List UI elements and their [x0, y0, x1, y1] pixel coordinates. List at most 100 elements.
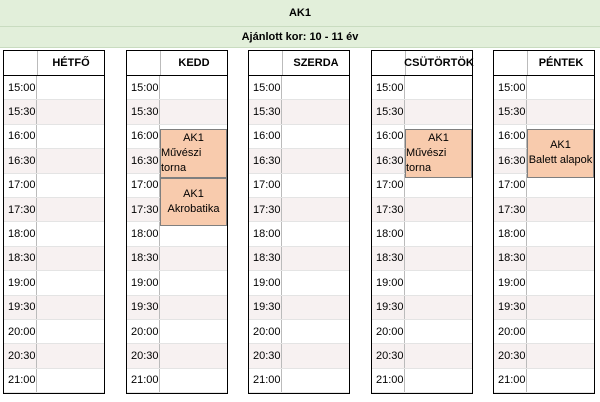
- time-row: 15:00: [249, 76, 349, 101]
- time-label: 20:00: [4, 320, 37, 344]
- time-row: 15:30: [372, 100, 472, 125]
- time-row: 19:30: [249, 295, 349, 320]
- time-label: 18:00: [494, 222, 527, 246]
- day-header: KEDD: [127, 51, 227, 76]
- time-row: 18:00: [4, 222, 104, 247]
- time-row: 19:30: [4, 295, 104, 320]
- day-name: PÉNTEK: [527, 51, 594, 75]
- time-row: 16:00: [4, 124, 104, 150]
- time-row: 19:00: [494, 271, 594, 296]
- day-name: HÉTFŐ: [37, 51, 104, 75]
- time-label: 20:30: [127, 344, 160, 368]
- time-label: 19:30: [249, 295, 282, 319]
- time-row: 18:00: [494, 222, 594, 247]
- time-label: 19:00: [249, 271, 282, 295]
- time-row: 15:30: [4, 100, 104, 125]
- time-label: 16:00: [4, 124, 37, 149]
- time-label: 18:00: [372, 222, 405, 246]
- time-label: 20:00: [372, 320, 405, 344]
- subtitle: Ajánlott kor: 10 - 11 év: [0, 27, 600, 48]
- time-label: 16:30: [494, 149, 527, 173]
- event-text: Művészi torna: [406, 146, 447, 174]
- time-row: 17:30: [372, 198, 472, 223]
- time-label: 20:00: [494, 320, 527, 344]
- time-row: 17:30: [4, 198, 104, 223]
- time-row: 18:30: [494, 246, 594, 272]
- time-label: 18:30: [494, 246, 527, 271]
- event-text: Művészi torna: [161, 146, 202, 174]
- time-label: 17:30: [372, 198, 405, 222]
- time-row: 15:30: [494, 100, 594, 125]
- time-row: 17:00: [249, 173, 349, 198]
- time-row: 17:00: [372, 173, 472, 198]
- time-row: 21:00: [249, 368, 349, 394]
- time-label: 15:00: [372, 76, 405, 100]
- time-label: 18:00: [127, 222, 160, 246]
- time-label: 19:30: [494, 295, 527, 319]
- time-label: 17:30: [4, 198, 37, 222]
- day-name: CSÜTÖRTÖK: [404, 51, 474, 75]
- time-row: 15:00: [127, 76, 227, 101]
- time-row: 21:00: [372, 368, 472, 394]
- time-label: 17:00: [494, 173, 527, 197]
- time-row: 20:00: [372, 320, 472, 345]
- time-label: 19:30: [372, 295, 405, 319]
- title: AK1: [0, 0, 600, 27]
- event: AK1 Művészi torna: [405, 128, 472, 178]
- time-row: 20:30: [494, 344, 594, 369]
- day-name: KEDD: [160, 51, 227, 75]
- time-row: 20:30: [372, 344, 472, 369]
- time-label: 18:00: [249, 222, 282, 246]
- time-label: 19:00: [127, 271, 160, 295]
- time-row: 16:30: [249, 149, 349, 174]
- time-label: 15:30: [249, 100, 282, 124]
- event: AK1 Művészi torna: [160, 128, 227, 178]
- time-row: 19:30: [494, 295, 594, 320]
- time-row: 20:00: [4, 320, 104, 345]
- time-row: 19:00: [127, 271, 227, 296]
- time-row: 15:00: [494, 76, 594, 101]
- time-label: 16:30: [372, 149, 405, 173]
- time-label: 19:30: [127, 295, 160, 319]
- time-label: 18:30: [127, 246, 160, 271]
- time-label: 17:30: [127, 198, 160, 222]
- time-label: 16:30: [249, 149, 282, 173]
- day-column: SZERDA 15:00 15:30 16:00 16:30 17:00 17:30 18:0…: [248, 50, 350, 394]
- time-row: 18:00: [127, 222, 227, 247]
- time-row: 19:00: [4, 271, 104, 296]
- time-label: 19:30: [4, 295, 37, 319]
- time-label: 17:00: [372, 173, 405, 197]
- time-label: 18:30: [249, 246, 282, 271]
- day-column: KEDD 15:00 15:30 16:00 16:30 17:00 17:30 18:00 1…: [126, 50, 228, 394]
- event-text: AK1: [183, 187, 204, 200]
- time-label: 21:00: [127, 368, 160, 393]
- time-label: 20:30: [494, 344, 527, 368]
- time-label: 18:30: [4, 246, 37, 271]
- time-row: 18:00: [372, 222, 472, 247]
- time-label: 17:30: [249, 198, 282, 222]
- time-label: 20:00: [127, 320, 160, 344]
- time-label: 17:00: [4, 173, 37, 197]
- time-label: 16:30: [4, 149, 37, 173]
- time-row: 20:30: [249, 344, 349, 369]
- event-text: Balett alapok: [528, 154, 593, 167]
- time-row: 15:00: [372, 76, 472, 101]
- time-row: 21:00: [494, 368, 594, 394]
- time-row: 19:30: [127, 295, 227, 320]
- day-header: CSÜTÖRTÖK: [372, 51, 474, 76]
- time-label: 19:00: [4, 271, 37, 295]
- day-name: SZERDA: [282, 51, 349, 75]
- time-label: 15:00: [4, 76, 37, 100]
- time-row: 18:00: [249, 222, 349, 247]
- time-row: 18:30: [127, 246, 227, 272]
- time-label: 15:00: [249, 76, 282, 100]
- time-label: 17:00: [249, 173, 282, 197]
- time-label: 20:30: [372, 344, 405, 368]
- time-label: 15:30: [127, 100, 160, 124]
- time-row: 20:00: [494, 320, 594, 345]
- time-row: 19:00: [249, 271, 349, 296]
- time-row: 20:00: [127, 320, 227, 345]
- time-row: 21:00: [4, 368, 104, 394]
- time-label: 19:00: [372, 271, 405, 295]
